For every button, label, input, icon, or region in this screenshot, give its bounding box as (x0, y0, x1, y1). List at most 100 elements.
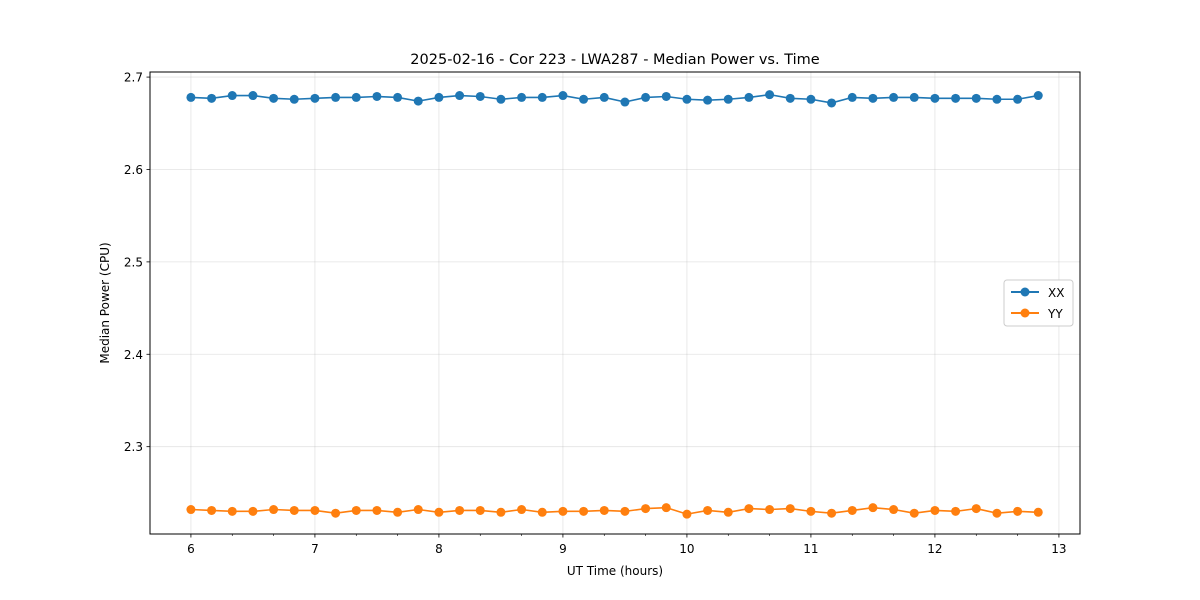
chart-title: 2025-02-16 - Cor 223 - LWA287 - Median P… (410, 52, 819, 68)
y-tick-label: 2.6 (124, 163, 143, 177)
data-point-yy (785, 504, 795, 514)
data-series (186, 90, 1043, 519)
data-point-xx (207, 93, 217, 103)
data-point-xx (599, 92, 609, 102)
axis-ticks: 6 7 8 9 10 11 12 13 2.3 2.4 2.5 2.6 2.7 (124, 71, 1067, 556)
y-tick-label: 2.7 (124, 71, 143, 85)
legend-label-yy: YY (1047, 307, 1063, 321)
data-point-yy (434, 507, 444, 517)
data-point-yy (1013, 506, 1023, 516)
data-point-xx (517, 92, 527, 102)
data-point-yy (372, 505, 382, 515)
y-tick-label: 2.5 (124, 255, 143, 269)
data-point-xx (847, 92, 857, 102)
data-point-yy (641, 504, 651, 514)
data-point-xx (971, 93, 981, 103)
data-point-yy (909, 508, 919, 518)
data-point-yy (723, 507, 733, 517)
data-point-yy (703, 505, 713, 515)
data-point-xx (351, 92, 361, 102)
data-point-xx (909, 92, 919, 102)
data-point-yy (1033, 507, 1043, 517)
data-point-yy (868, 503, 878, 513)
data-point-xx (393, 92, 403, 102)
data-point-xx (289, 94, 299, 104)
data-point-yy (413, 505, 423, 515)
data-point-yy (992, 508, 1002, 518)
data-point-xx (992, 94, 1002, 104)
x-tick-label: 13 (1051, 542, 1066, 556)
data-point-yy (186, 505, 196, 515)
data-point-xx (641, 92, 651, 102)
x-tick-label: 6 (187, 542, 195, 556)
data-point-yy (517, 505, 527, 515)
data-point-xx (496, 94, 506, 104)
data-point-yy (310, 505, 320, 515)
data-point-yy (951, 506, 961, 516)
x-tick-label: 8 (435, 542, 443, 556)
data-point-yy (475, 505, 485, 515)
data-point-yy (351, 505, 361, 515)
x-tick-label: 12 (927, 542, 942, 556)
data-point-xx (744, 92, 754, 102)
data-point-yy (889, 505, 899, 515)
data-point-xx (723, 94, 733, 104)
data-point-xx (1033, 91, 1043, 101)
data-point-xx (186, 92, 196, 102)
data-point-yy (930, 505, 940, 515)
y-tick-label: 2.4 (124, 348, 143, 362)
data-point-xx (269, 93, 279, 103)
data-point-yy (744, 504, 754, 514)
y-tick-label: 2.3 (124, 440, 143, 454)
data-point-xx (434, 92, 444, 102)
data-point-xx (703, 95, 713, 105)
data-point-yy (496, 507, 506, 517)
data-point-yy (765, 505, 775, 515)
data-point-yy (393, 507, 403, 517)
data-point-xx (579, 94, 589, 104)
data-point-yy (661, 503, 671, 513)
data-point-yy (207, 505, 217, 515)
x-tick-label: 7 (311, 542, 319, 556)
legend-label-xx: XX (1048, 286, 1064, 300)
data-point-xx (248, 91, 258, 101)
data-point-xx (227, 91, 237, 101)
y-axis-title: Median Power (CPU) (98, 242, 112, 363)
x-tick-label: 9 (559, 542, 567, 556)
data-point-xx (889, 92, 899, 102)
x-tick-label: 10 (679, 542, 694, 556)
data-point-xx (331, 92, 341, 102)
data-point-xx (682, 94, 692, 104)
grid-lines (150, 72, 1080, 534)
data-point-yy (827, 508, 837, 518)
data-point-yy (847, 505, 857, 515)
data-point-xx (765, 90, 775, 100)
x-axis-title: UT Time (hours) (567, 564, 663, 578)
x-tick-label: 11 (803, 542, 818, 556)
data-point-xx (372, 91, 382, 101)
legend: XX YY (1003, 279, 1074, 327)
data-point-yy (455, 505, 465, 515)
data-point-xx (868, 93, 878, 103)
plot-frame (149, 71, 1081, 535)
legend-marker-yy (1020, 308, 1030, 318)
data-point-xx (558, 91, 568, 101)
data-point-xx (310, 93, 320, 103)
data-point-xx (661, 91, 671, 101)
data-point-xx (455, 91, 465, 101)
data-point-yy (331, 508, 341, 518)
data-point-yy (269, 505, 279, 515)
legend-marker-xx (1020, 287, 1030, 297)
data-point-yy (806, 506, 816, 516)
data-point-xx (951, 93, 961, 103)
data-point-yy (682, 509, 692, 519)
data-point-yy (537, 507, 547, 517)
data-point-yy (620, 506, 630, 516)
data-point-xx (1013, 94, 1023, 104)
data-point-yy (558, 506, 568, 516)
data-point-xx (475, 91, 485, 101)
data-point-xx (806, 94, 816, 104)
data-point-yy (227, 506, 237, 516)
data-point-xx (930, 93, 940, 103)
